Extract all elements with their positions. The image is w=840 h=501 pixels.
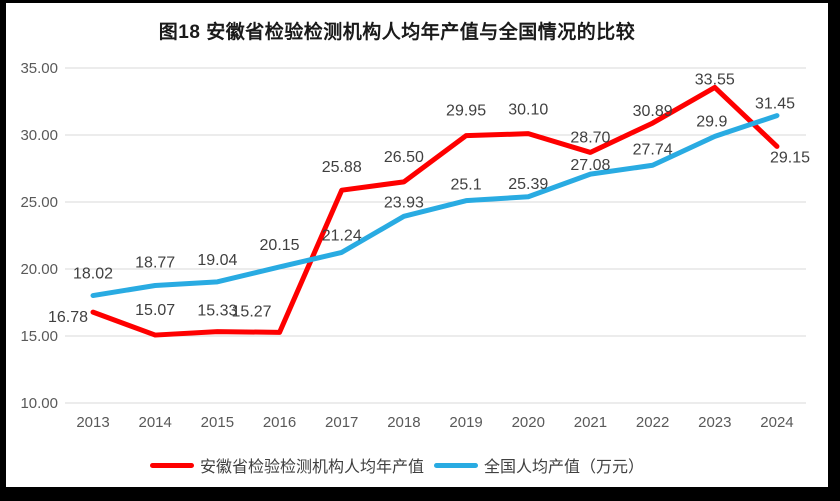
chart-title: 图18 安徽省检验检测机构人均年产值与全国情况的比较 <box>158 22 636 43</box>
legend-swatch-blue-line <box>434 462 478 468</box>
data-label: 26.50 <box>384 149 424 166</box>
data-label: 31.45 <box>755 96 795 113</box>
data-label: 27.74 <box>633 141 673 158</box>
data-label: 19.04 <box>197 252 237 269</box>
y-axis-tick-label: 20.00 <box>20 261 58 278</box>
data-label: 33.55 <box>695 71 735 88</box>
data-label: 29.9 <box>696 113 727 130</box>
data-label: 15.27 <box>232 303 272 320</box>
x-axis-tick-label: 2024 <box>760 414 793 431</box>
legend-label-national: 全国人均产值（万元） <box>484 459 645 476</box>
x-axis-tick-label: 2023 <box>698 414 731 431</box>
line-chart-plot: 35.00 30.00 25.00 20.00 15.00 10.00 2013 2014 20… <box>20 60 810 431</box>
data-label: 29.15 <box>770 149 810 166</box>
y-axis-tick-label: 25.00 <box>20 194 58 211</box>
x-axis-tick-label: 2018 <box>387 414 420 431</box>
data-label: 15.33 <box>197 303 237 320</box>
legend-item-national: 全国人均产值（万元） <box>434 453 644 477</box>
x-axis-tick-label: 2017 <box>325 414 358 431</box>
y-axis-tick-label: 35.00 <box>20 60 58 77</box>
data-label: 23.93 <box>384 194 424 211</box>
data-label: 18.02 <box>73 266 113 283</box>
series-line-0 <box>90 84 780 338</box>
legend-swatch-red-line <box>149 462 194 468</box>
x-axis-tick-label: 2021 <box>574 414 607 431</box>
x-axis-tick-label: 2014 <box>138 414 171 431</box>
data-label: 21.24 <box>322 227 362 244</box>
x-axis-tick-label: 2022 <box>636 414 669 431</box>
y-axis-tick-label: 30.00 <box>20 127 58 144</box>
data-label: 25.39 <box>508 176 548 193</box>
data-label: 28.70 <box>570 129 610 146</box>
y-axis-tick-label: 15.00 <box>20 328 58 345</box>
data-label: 20.15 <box>260 237 300 254</box>
x-axis-tick-label: 2019 <box>449 414 482 431</box>
data-label: 30.89 <box>633 103 673 120</box>
x-axis-tick-label: 2020 <box>512 414 545 431</box>
data-label: 25.1 <box>451 177 482 194</box>
data-label: 18.77 <box>135 254 175 271</box>
y-axis-tick-label: 10.00 <box>20 395 58 412</box>
data-label: 15.07 <box>135 302 175 319</box>
data-label: 16.78 <box>48 309 88 326</box>
x-axis-tick-label: 2015 <box>201 414 234 431</box>
data-label: 29.95 <box>446 103 486 120</box>
data-label: 27.08 <box>570 157 610 174</box>
x-axis-tick-label: 2016 <box>263 414 296 431</box>
x-axis-tick-label: 2013 <box>76 414 109 431</box>
chart-legend: 安徽省检验检测机构人均年产值 全国人均产值（万元） <box>0 453 808 477</box>
chart-frame: 图18 安徽省检验检测机构人均年产值与全国情况的比较 35.00 30.00 25.… <box>6 3 828 487</box>
series-line-1 <box>90 113 780 299</box>
data-label: 25.88 <box>322 159 362 176</box>
legend-item-anhui: 安徽省检验检测机构人均年产值 <box>149 453 424 477</box>
data-label: 30.10 <box>508 102 548 119</box>
legend-label-anhui: 安徽省检验检测机构人均年产值 <box>199 459 424 476</box>
